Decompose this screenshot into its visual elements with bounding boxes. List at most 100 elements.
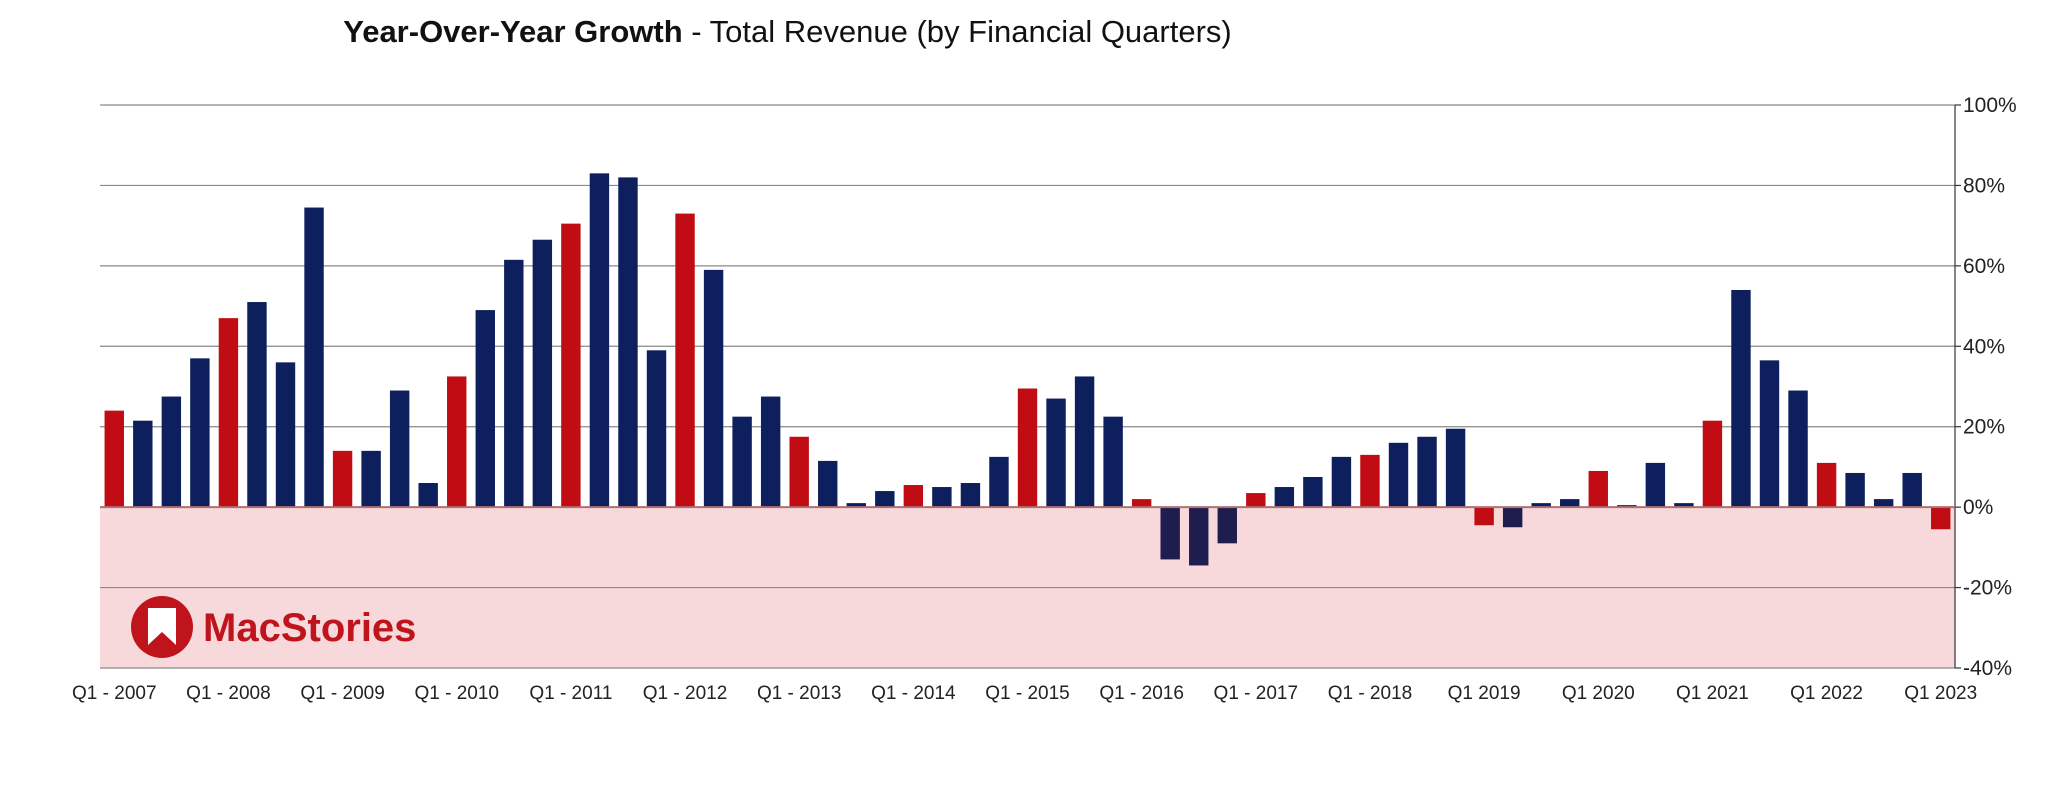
bar-20: [675, 213, 695, 508]
bar-30: [960, 483, 981, 508]
bar-63: [1902, 472, 1922, 508]
bar-27: [875, 491, 895, 508]
bar-44: [1360, 454, 1380, 508]
bar-60: [1816, 462, 1837, 508]
bar-26: [846, 503, 866, 508]
bar-22: [732, 416, 752, 508]
bar-29: [932, 487, 952, 508]
x-tick-label: Q1 - 2011: [529, 683, 612, 704]
x-tick-label: Q1 2019: [1448, 683, 1521, 704]
bar-51: [1560, 499, 1580, 508]
bar-48: [1474, 507, 1494, 526]
bar-49: [1502, 507, 1523, 528]
bar-37: [1160, 507, 1180, 560]
bar-50: [1531, 503, 1551, 508]
x-tick-label: Q1 - 2015: [985, 683, 1070, 704]
bar-39: [1217, 507, 1237, 544]
bar-21: [703, 269, 724, 508]
bar-0: [104, 410, 124, 508]
chart-title-rest: - Total Revenue (by Financial Quarters): [691, 14, 1232, 49]
macstories-logo-bookmark: [148, 608, 176, 645]
bar-31: [989, 456, 1009, 508]
bar-42: [1303, 476, 1323, 508]
bar-46: [1417, 436, 1437, 508]
bar-1: [133, 420, 153, 508]
chart-title: Year-Over-Year Growth - Total Revenue (b…: [0, 14, 1575, 50]
bar-16: [561, 223, 581, 508]
bar-38: [1189, 507, 1209, 566]
bar-61: [1845, 472, 1865, 508]
bar-59: [1788, 390, 1808, 508]
x-tick-label: Q1 - 2016: [1099, 683, 1184, 704]
bar-57: [1731, 289, 1751, 508]
x-tick-label: Q1 2021: [1676, 683, 1749, 704]
y-tick-label: 100%: [1963, 94, 2017, 117]
bar-5: [247, 302, 267, 508]
y-axis-ticks: 100% 80% 60% 40% 20% 0% -20% -40%: [1955, 94, 2017, 680]
bar-58: [1759, 360, 1780, 508]
bar-23: [760, 396, 781, 508]
bars: [104, 173, 1951, 566]
bar-56: [1702, 420, 1723, 508]
bar-33: [1046, 398, 1066, 508]
bar-15: [532, 239, 553, 508]
bar-4: [218, 318, 239, 508]
bar-62: [1873, 499, 1894, 508]
x-axis-ticks: Q1 - 2007 Q1 - 2008 Q1 - 2009 Q1 - 2010 Q1 -…: [72, 683, 1977, 704]
bar-47: [1445, 428, 1466, 508]
bar-13: [475, 310, 495, 508]
bar-36: [1131, 499, 1152, 508]
macstories-logo-text: MacStories: [203, 606, 416, 650]
x-tick-label: Q1 2023: [1904, 683, 1977, 704]
bar-12: [447, 376, 467, 508]
y-tick-label: 20%: [1963, 416, 2005, 439]
bar-2: [161, 396, 182, 508]
bar-55: [1674, 503, 1694, 508]
bar-7: [304, 207, 324, 508]
bar-40: [1246, 493, 1266, 508]
x-tick-label: Q1 2022: [1790, 683, 1863, 704]
y-tick-label: -40%: [1963, 657, 2012, 680]
bar-53: [1617, 505, 1637, 508]
y-tick-label: -20%: [1963, 577, 2012, 600]
x-tick-label: Q1 - 2010: [414, 683, 499, 704]
x-tick-label: Q1 - 2018: [1328, 683, 1413, 704]
x-tick-label: Q1 - 2013: [757, 683, 842, 704]
bar-64: [1931, 507, 1951, 530]
bar-43: [1331, 456, 1352, 508]
bar-10: [389, 390, 410, 508]
bar-41: [1274, 487, 1295, 508]
macstories-logo: MacStories: [131, 596, 416, 658]
bar-45: [1388, 442, 1409, 508]
bar-35: [1103, 416, 1123, 508]
chart-title-bold: Year-Over-Year Growth: [343, 14, 683, 49]
y-tick-label: 0%: [1963, 496, 1993, 519]
bar-25: [818, 460, 838, 508]
x-tick-label: Q1 - 2017: [1214, 683, 1299, 704]
bar-11: [418, 483, 438, 508]
bar-8: [332, 450, 353, 508]
bar-9: [361, 450, 381, 508]
x-tick-label: Q1 - 2007: [72, 683, 157, 704]
bar-6: [275, 362, 296, 508]
bar-3: [190, 358, 210, 508]
bar-19: [646, 350, 667, 508]
x-tick-label: Q1 - 2008: [186, 683, 271, 704]
x-tick-label: Q1 - 2012: [643, 683, 728, 704]
x-tick-label: Q1 - 2014: [871, 683, 956, 704]
bar-52: [1588, 470, 1608, 508]
bar-14: [504, 259, 524, 508]
bar-28: [903, 485, 924, 508]
bar-24: [789, 436, 809, 508]
bar-18: [618, 177, 638, 508]
y-tick-label: 80%: [1963, 174, 2005, 197]
x-tick-label: Q1 2020: [1562, 683, 1635, 704]
bar-17: [589, 173, 610, 508]
bar-34: [1074, 376, 1095, 508]
x-tick-label: Q1 - 2009: [300, 683, 385, 704]
y-tick-label: 40%: [1963, 335, 2005, 358]
y-tick-label: 60%: [1963, 255, 2005, 278]
bar-54: [1645, 462, 1666, 508]
bar-32: [1017, 388, 1038, 508]
